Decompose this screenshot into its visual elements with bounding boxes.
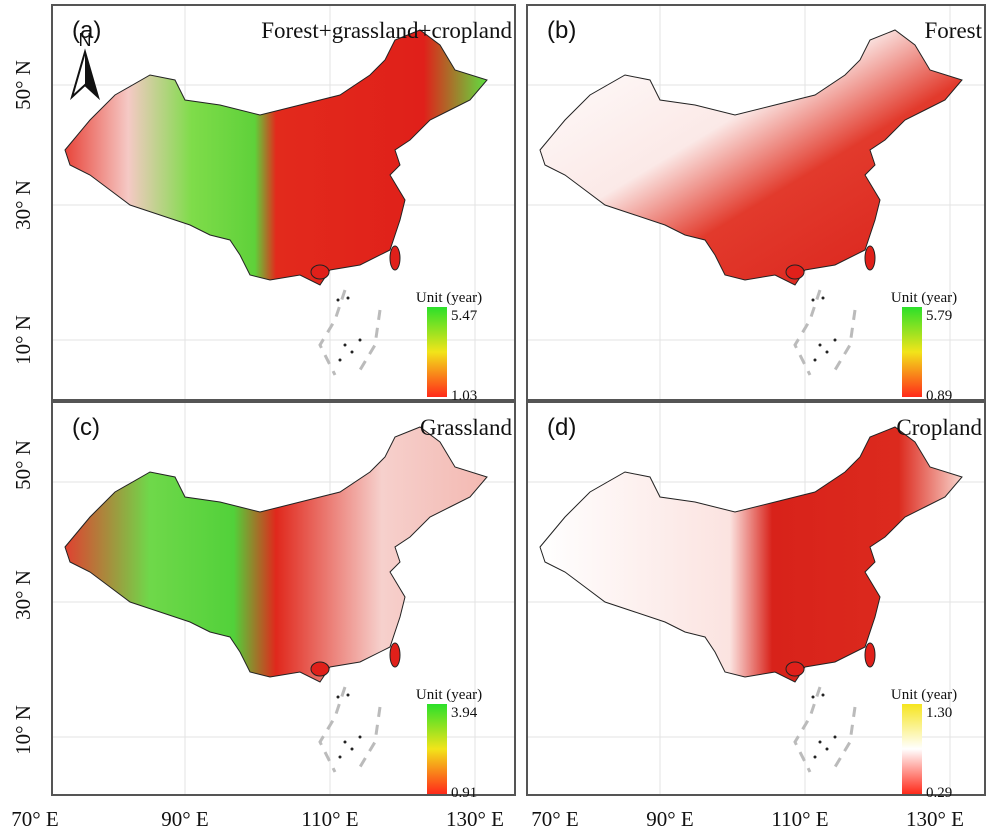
legend-max: 3.94 bbox=[451, 705, 478, 721]
longitude-label: 130° E bbox=[906, 807, 964, 831]
longitude-label: 90° E bbox=[646, 807, 693, 831]
longitude-label: 130° E bbox=[446, 807, 504, 831]
legend-unit: Unit (year) bbox=[891, 687, 957, 703]
longitude-label: 110° E bbox=[771, 807, 828, 831]
china-map bbox=[540, 427, 962, 772]
panel-title: Forest+grassland+cropland bbox=[261, 18, 512, 43]
china-map bbox=[65, 30, 487, 375]
longitude-label: 70° E bbox=[531, 807, 578, 831]
panel-title: Forest bbox=[925, 18, 983, 43]
panel-title: Cropland bbox=[896, 415, 982, 440]
latitude-label: 30° N bbox=[11, 180, 35, 230]
legend-max: 5.47 bbox=[451, 308, 478, 324]
legend-unit: Unit (year) bbox=[416, 290, 482, 306]
map-panel: (c) Grassland Unit (year) 3.94 0.91 bbox=[52, 402, 515, 801]
legend-bar bbox=[902, 704, 922, 794]
legend-unit: Unit (year) bbox=[891, 290, 957, 306]
panel-label: (b) bbox=[547, 17, 576, 44]
panel-label: (d) bbox=[547, 414, 576, 441]
legend-max: 1.30 bbox=[926, 705, 952, 721]
legend-min: 0.29 bbox=[926, 785, 952, 801]
legend-unit: Unit (year) bbox=[416, 687, 482, 703]
figure: (a)Forest+grassland+croplandUnit (year)5… bbox=[0, 0, 987, 834]
latitude-label: 50° N bbox=[11, 440, 35, 490]
latitude-label: 30° N bbox=[11, 570, 35, 620]
latitude-label: 50° N bbox=[11, 60, 35, 110]
china-map bbox=[65, 427, 487, 772]
panel-title: Grassland bbox=[420, 415, 512, 440]
north-label: N bbox=[79, 30, 92, 50]
legend-bar bbox=[427, 307, 447, 397]
legend-max: 5.79 bbox=[926, 308, 952, 324]
china-map bbox=[540, 30, 962, 375]
longitude-label: 70° E bbox=[11, 807, 58, 831]
longitude-label: 110° E bbox=[301, 807, 358, 831]
panel-label: (c) bbox=[72, 414, 100, 441]
legend-bar bbox=[902, 307, 922, 397]
legend-min: 0.91 bbox=[451, 785, 477, 801]
latitude-label: 10° N bbox=[11, 705, 35, 755]
longitude-label: 90° E bbox=[161, 807, 208, 831]
latitude-label: 10° N bbox=[11, 315, 35, 365]
legend-bar bbox=[427, 704, 447, 794]
map-panel: (d) Cropland Unit (year) 1.30 0.29 bbox=[527, 402, 985, 801]
